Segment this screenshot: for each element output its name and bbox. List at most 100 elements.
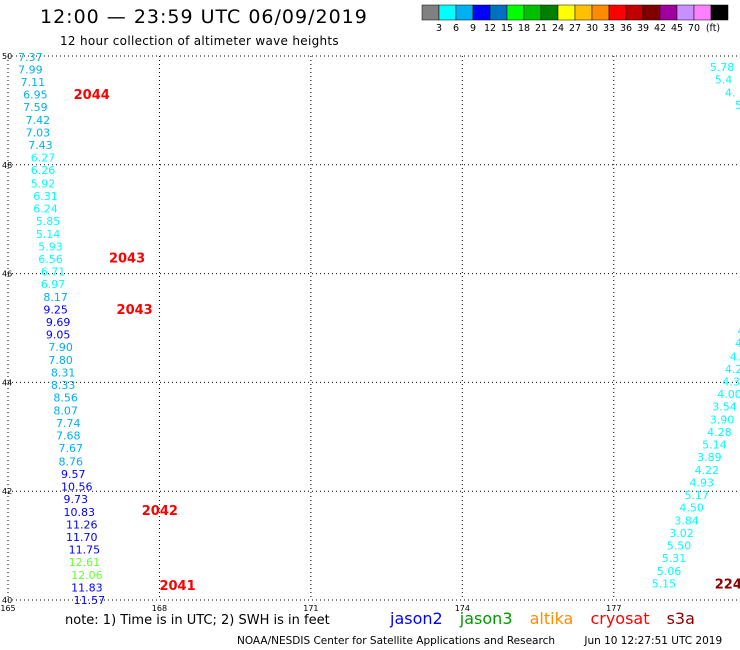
- swh-label: 3.54: [712, 400, 737, 413]
- swh-label: 11.75: [69, 543, 101, 556]
- swh-label: 8.17: [43, 291, 68, 304]
- time-label: 2044: [74, 88, 110, 103]
- swh-label: 4.: [737, 325, 740, 338]
- y-tick-label: 40: [2, 596, 12, 605]
- swh-label: 7.67: [58, 442, 83, 455]
- swh-label: 6.24: [33, 202, 58, 215]
- colorbar-unit: (ft): [706, 23, 720, 34]
- colorbar-swatch: [693, 4, 712, 21]
- axis-ticks: 165 168 171 174 177 50 48 46 44 42 40: [0, 52, 621, 613]
- swh-label: 9.69: [46, 316, 71, 329]
- swh-label: 10.83: [64, 506, 96, 519]
- legend-jason3: jason3: [459, 609, 513, 628]
- swh-label: 8.33: [51, 379, 75, 392]
- colorbar-label: 30: [586, 23, 598, 34]
- x-tick-label: 174: [455, 604, 470, 613]
- swh-label: 4.29: [725, 363, 740, 376]
- colorbar-swatch: [438, 4, 457, 21]
- swh-label: 6.27: [31, 152, 55, 165]
- swh-label: 11.26: [66, 518, 98, 531]
- swh-label: 4.93: [690, 476, 715, 489]
- footer-timestamp: Jun 10 12:27:51 UTC 2019: [584, 635, 723, 647]
- colorbar-swatch: [710, 4, 729, 21]
- colorbar-swatch: [557, 4, 576, 21]
- swh-label: 3.90: [710, 413, 735, 426]
- colorbar-label: 15: [501, 23, 513, 34]
- swh-label: 3.84: [674, 515, 699, 528]
- x-tick-label: 171: [303, 604, 318, 613]
- colorbar-swatch: [659, 4, 678, 21]
- time-label: 2240: [715, 578, 740, 593]
- colorbar-label: 6: [453, 23, 459, 34]
- swh-label: 4.34: [722, 375, 740, 388]
- swh-label: 7.11: [21, 76, 46, 89]
- colorbar-swatch: [472, 4, 491, 21]
- colorbar-label: 3: [436, 23, 442, 34]
- colorbar-swatch: [642, 4, 661, 21]
- time-label: 2043: [109, 251, 145, 266]
- swh-label: 7.68: [56, 430, 80, 443]
- legend-cryosat: cryosat: [590, 609, 650, 628]
- colorbar-label: 39: [637, 23, 649, 34]
- colorbar-swatch: [455, 4, 474, 21]
- swh-label: 6.26: [31, 164, 55, 177]
- colorbar-label: 33: [603, 23, 615, 34]
- satellite-legend: jason2 jason3 altika cryosat s3a: [390, 609, 707, 628]
- swh-label: 9.57: [61, 468, 86, 481]
- swh-label: 5.06: [657, 565, 682, 578]
- colorbar-swatch: [591, 4, 610, 21]
- swh-label: 6.56: [38, 253, 63, 266]
- colorbar-label: 45: [671, 23, 683, 34]
- colorbar-swatch: [540, 4, 559, 21]
- colorbar-label: 12: [484, 23, 496, 34]
- swh-label: 9.05: [46, 329, 71, 342]
- colorbar-swatch: [523, 4, 542, 21]
- colorbar-swatch: [421, 4, 440, 21]
- colorbar-swatch: [608, 4, 627, 21]
- colorbar-label: 18: [518, 23, 530, 34]
- colorbar-label: 27: [569, 23, 581, 34]
- swh-label: 5: [735, 99, 740, 112]
- swh-label: 5.14: [702, 438, 727, 451]
- colorbar: 3 6 9 12 15 18 21 24 27 30 33 36 39 42 45 70 (ft): [421, 4, 729, 34]
- note-text: note: 1) Time is in UTC; 2) SWH is in fe…: [65, 613, 330, 628]
- colorbar-label: 21: [535, 23, 547, 34]
- footer: NOAA/NESDIS Center for Satellite Applica…: [237, 635, 740, 647]
- time-label: 2042: [142, 504, 178, 519]
- colorbar-swatch: [574, 4, 593, 21]
- y-tick-label: 50: [2, 52, 12, 61]
- swh-label: 12.61: [69, 556, 101, 569]
- chart-title: 12:00 — 23:59 UTC 06/09/2019: [40, 6, 368, 28]
- swh-label: 8.76: [58, 455, 83, 468]
- swh-label: 4.5: [730, 350, 740, 363]
- swh-label: 11.57: [74, 594, 106, 607]
- colorbar-swatch: [506, 4, 525, 21]
- swh-label: 7.59: [23, 101, 48, 114]
- swh-label: 5.17: [684, 489, 709, 502]
- swh-label: 7.80: [48, 354, 73, 367]
- y-tick-label: 46: [2, 270, 12, 279]
- swh-label: 4.28: [707, 426, 732, 439]
- swh-label: 8.31: [51, 367, 75, 380]
- swh-label: 5.93: [38, 240, 63, 253]
- swh-label: 9.73: [64, 493, 89, 506]
- swh-label: 4.: [725, 86, 736, 99]
- colorbar-swatch: [625, 4, 644, 21]
- x-tick-label: 168: [152, 604, 167, 613]
- swh-label: 5.85: [36, 215, 61, 228]
- swh-label: 5.78: [710, 61, 735, 74]
- footer-agency: NOAA/NESDIS Center for Satellite Applica…: [237, 635, 555, 647]
- colorbar-label: 42: [654, 23, 666, 34]
- colorbar-label: 36: [620, 23, 632, 34]
- swh-label: 5.50: [667, 540, 692, 553]
- swh-label: 6.97: [41, 278, 66, 291]
- swh-label: 10.56: [61, 480, 93, 493]
- time-label: 2041: [159, 579, 195, 594]
- swh-label: 4.00: [717, 388, 740, 401]
- x-tick-label: 165: [0, 604, 15, 613]
- swh-label: 3.89: [697, 451, 722, 464]
- swh-label: 6.71: [41, 265, 66, 278]
- swh-label: 7.03: [26, 127, 51, 140]
- swh-label: 11.83: [71, 581, 103, 594]
